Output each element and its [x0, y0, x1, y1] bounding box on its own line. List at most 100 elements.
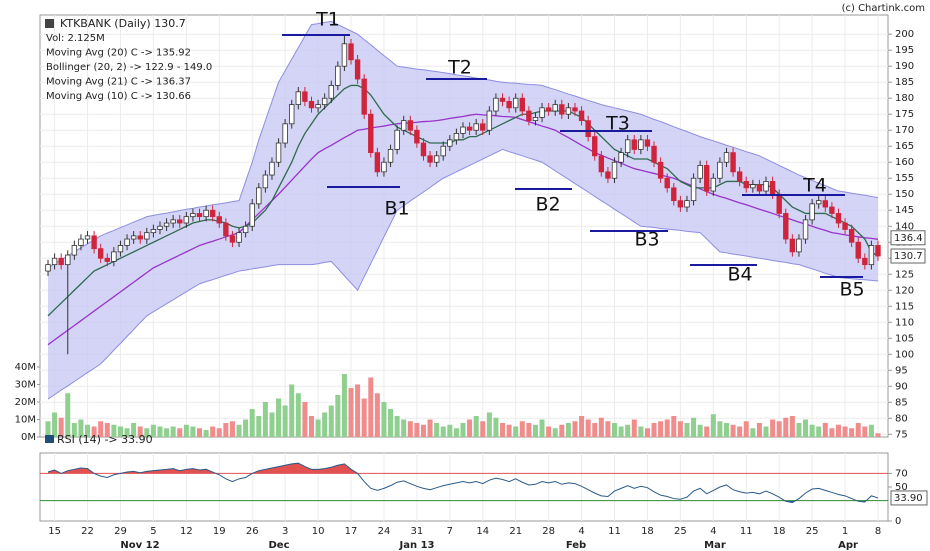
- candle-body: [440, 145, 446, 157]
- candle-body: [736, 171, 743, 182]
- candle-body: [117, 245, 124, 253]
- plot-layer: 7580859095100105110115120125130135140145…: [15, 9, 928, 551]
- volume-bar: [849, 428, 855, 437]
- volume-bar: [572, 421, 578, 437]
- x-tick-label: 8: [875, 526, 881, 537]
- last-price-box: [890, 248, 926, 264]
- x-tick-label: 29: [114, 526, 127, 537]
- volume-bar: [203, 430, 209, 437]
- month-label: Feb: [566, 540, 586, 551]
- candle-body: [704, 165, 710, 192]
- x-tick-label: 15: [48, 526, 61, 537]
- volume-bar: [644, 428, 650, 437]
- candle-body: [328, 85, 334, 99]
- volume-bar: [638, 426, 644, 437]
- candle-body: [368, 113, 374, 154]
- volume-bar: [407, 421, 413, 437]
- volume-bar: [262, 402, 268, 437]
- volume-bar: [144, 428, 150, 437]
- candle-body: [447, 139, 453, 147]
- candle-body: [190, 213, 196, 218]
- band-lower: [47, 148, 879, 400]
- candle-body: [697, 165, 703, 179]
- candle-body: [420, 142, 427, 157]
- volume-bar: [276, 398, 282, 437]
- legend-entry: Moving Avg (20) C -> 135.92: [46, 48, 191, 59]
- y-tick-label: 165: [895, 141, 914, 152]
- volume-bar: [671, 416, 677, 437]
- volume-bar: [565, 423, 571, 437]
- y-tick-label: 120: [895, 285, 914, 296]
- volume-bar: [249, 409, 255, 437]
- volume-bar: [605, 421, 611, 437]
- volume-bar: [816, 426, 822, 437]
- y-tick-label: 150: [895, 189, 914, 200]
- candle-body: [394, 129, 400, 150]
- candle-body: [216, 216, 222, 224]
- x-tick-label: 24: [378, 526, 391, 537]
- candle-body: [743, 181, 749, 189]
- volume-bar: [355, 384, 361, 437]
- candle-body: [526, 110, 532, 122]
- title-icon: [45, 19, 54, 28]
- volume-bar: [394, 416, 400, 437]
- rsi-icon: [45, 435, 54, 443]
- copyright: (c) Chartink.com: [842, 3, 925, 14]
- volume-bar: [697, 424, 703, 437]
- candle-body: [776, 193, 782, 214]
- candle-body: [124, 238, 130, 246]
- volume-bar: [579, 416, 585, 437]
- volume-bar: [868, 424, 874, 437]
- candle-body: [499, 97, 506, 102]
- volume-bar: [374, 393, 380, 437]
- candle-body: [559, 104, 565, 115]
- y-tick-label: 95: [895, 365, 908, 376]
- candle-body: [783, 213, 789, 240]
- x-tick-label: 19: [213, 526, 226, 537]
- candle-body: [677, 200, 684, 208]
- candle-body: [592, 136, 598, 157]
- month-label: Dec: [268, 540, 289, 551]
- candle-body: [506, 101, 512, 109]
- volume-bar: [776, 421, 782, 437]
- volume-tick-label: 10M: [15, 415, 36, 426]
- moving-average: [47, 113, 879, 346]
- volume-bar: [473, 416, 479, 437]
- volume-bar: [552, 428, 558, 437]
- volume-bar: [361, 398, 367, 437]
- volume-bar: [295, 393, 301, 437]
- candle-body: [480, 123, 486, 131]
- candle-body: [236, 232, 242, 243]
- volume-bar: [381, 402, 387, 437]
- y-tick-label: 200: [895, 29, 914, 40]
- volume-bar: [71, 423, 77, 437]
- candle-body: [822, 200, 829, 208]
- candle-body: [473, 123, 479, 131]
- y-tick-label: 110: [895, 317, 914, 328]
- legend-entry: Moving Avg (10) C -> 130.66: [46, 91, 191, 102]
- volume-bar: [467, 419, 473, 437]
- x-tick-label: 21: [509, 526, 522, 537]
- y-tick-label: 125: [895, 269, 914, 280]
- volume-bar: [592, 423, 598, 437]
- x-tick-label: 14: [476, 526, 489, 537]
- candle-body: [611, 161, 618, 179]
- volume-bar: [704, 426, 710, 437]
- candle-body: [789, 238, 796, 253]
- volume-bar: [420, 424, 426, 437]
- y-tick-label: 180: [895, 93, 914, 104]
- x-tick-label: 10: [312, 526, 325, 537]
- candle-body: [644, 139, 651, 147]
- volume-bar: [783, 417, 789, 437]
- volume-bar: [341, 374, 347, 437]
- volume-bar: [519, 421, 525, 437]
- candle-body: [144, 232, 150, 240]
- candle-body: [618, 152, 624, 163]
- x-tick-label: 7: [447, 526, 453, 537]
- volume-bar: [223, 423, 229, 437]
- candle-body: [71, 245, 78, 256]
- candle-body: [809, 203, 815, 221]
- candle-body: [664, 177, 670, 189]
- x-tick-label: 3: [282, 526, 288, 537]
